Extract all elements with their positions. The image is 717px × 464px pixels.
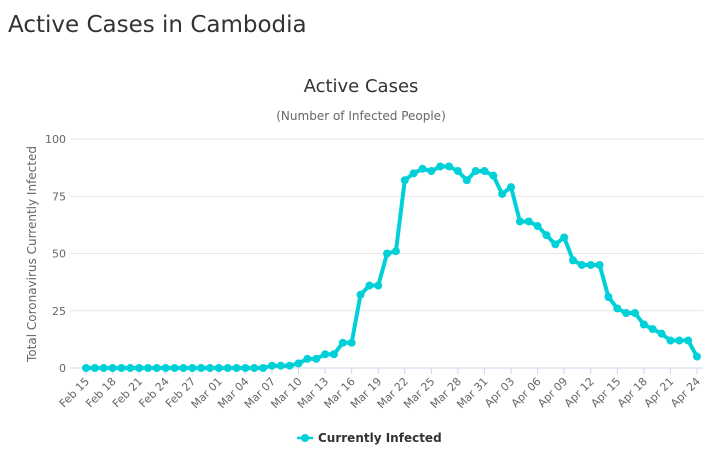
legend[interactable]: Currently Infected <box>297 431 442 445</box>
data-point[interactable] <box>347 338 356 347</box>
data-point[interactable] <box>622 309 631 318</box>
data-point[interactable] <box>197 364 206 372</box>
data-point[interactable] <box>108 364 117 372</box>
data-point[interactable] <box>551 240 560 249</box>
y-axis-ticks: 0 25 50 75 100 <box>45 133 66 375</box>
data-point[interactable] <box>613 304 622 313</box>
y-tick-label: 50 <box>52 248 66 261</box>
data-point[interactable] <box>427 167 436 176</box>
data-point[interactable] <box>560 233 569 242</box>
data-point[interactable] <box>648 325 657 334</box>
data-point[interactable] <box>356 290 365 299</box>
data-point[interactable] <box>586 260 595 269</box>
data-point[interactable] <box>152 364 161 372</box>
data-point[interactable] <box>312 354 321 363</box>
data-point[interactable] <box>418 164 427 173</box>
data-point[interactable] <box>569 256 578 265</box>
x-tick-label: Apr 24 <box>668 375 703 410</box>
data-point[interactable] <box>409 169 418 178</box>
data-point[interactable] <box>135 364 144 372</box>
data-point[interactable] <box>223 364 232 372</box>
data-point[interactable] <box>595 260 604 269</box>
data-point[interactable] <box>604 293 613 302</box>
data-point[interactable] <box>675 336 684 345</box>
data-point[interactable] <box>259 364 268 372</box>
data-point[interactable] <box>285 361 294 370</box>
series-line <box>84 164 699 370</box>
legend-label: Currently Infected <box>318 431 442 445</box>
data-point[interactable] <box>639 320 648 329</box>
data-point[interactable] <box>214 364 223 372</box>
y-axis-label: Total Coronavirus Currently Infected <box>25 146 39 363</box>
data-point[interactable] <box>126 364 135 372</box>
data-point[interactable] <box>507 183 516 192</box>
data-point[interactable] <box>471 167 480 176</box>
data-point[interactable] <box>666 336 675 345</box>
chart-subtitle: (Number of Infected People) <box>276 109 446 123</box>
data-point[interactable] <box>391 247 400 256</box>
data-point[interactable] <box>117 364 126 372</box>
data-point[interactable] <box>400 176 409 185</box>
data-point[interactable] <box>365 281 374 290</box>
data-point[interactable] <box>498 189 507 198</box>
data-point[interactable] <box>188 364 197 372</box>
y-tick-label: 75 <box>52 190 66 203</box>
data-point[interactable] <box>657 329 666 338</box>
data-point[interactable] <box>533 222 542 231</box>
data-point[interactable] <box>143 364 152 372</box>
data-point[interactable] <box>267 361 276 370</box>
data-point[interactable] <box>436 162 445 171</box>
data-point[interactable] <box>515 217 524 226</box>
y-tick-label: 25 <box>52 305 66 318</box>
chart-title: Active Cases <box>304 76 419 97</box>
data-point[interactable] <box>577 260 586 269</box>
data-point[interactable] <box>693 352 701 361</box>
data-point[interactable] <box>631 309 640 318</box>
data-point[interactable] <box>303 354 312 363</box>
data-point[interactable] <box>205 364 214 372</box>
data-point[interactable] <box>542 231 551 240</box>
y-tick-label: 0 <box>59 362 66 375</box>
data-point[interactable] <box>161 364 170 372</box>
data-point[interactable] <box>241 364 250 372</box>
data-point[interactable] <box>445 162 454 171</box>
data-point[interactable] <box>524 217 533 226</box>
data-point[interactable] <box>82 364 90 372</box>
data-point[interactable] <box>684 336 693 345</box>
data-point[interactable] <box>383 249 392 258</box>
data-point[interactable] <box>250 364 259 372</box>
legend-marker-icon <box>301 434 309 442</box>
data-point[interactable] <box>489 171 498 180</box>
data-point[interactable] <box>179 364 188 372</box>
data-point[interactable] <box>374 281 383 290</box>
data-point[interactable] <box>480 167 489 176</box>
data-point[interactable] <box>232 364 241 372</box>
series-currently-infected <box>82 162 701 372</box>
data-point[interactable] <box>329 350 338 359</box>
data-point[interactable] <box>462 176 471 185</box>
page-heading: Active Cases in Cambodia <box>8 12 307 38</box>
data-point[interactable] <box>294 359 303 368</box>
data-point[interactable] <box>276 361 285 370</box>
y-tick-label: 100 <box>45 133 66 146</box>
data-point[interactable] <box>338 338 347 347</box>
data-point[interactable] <box>170 364 179 372</box>
data-point[interactable] <box>90 364 99 372</box>
data-point[interactable] <box>99 364 108 372</box>
data-point[interactable] <box>453 167 462 176</box>
data-point[interactable] <box>321 350 330 359</box>
